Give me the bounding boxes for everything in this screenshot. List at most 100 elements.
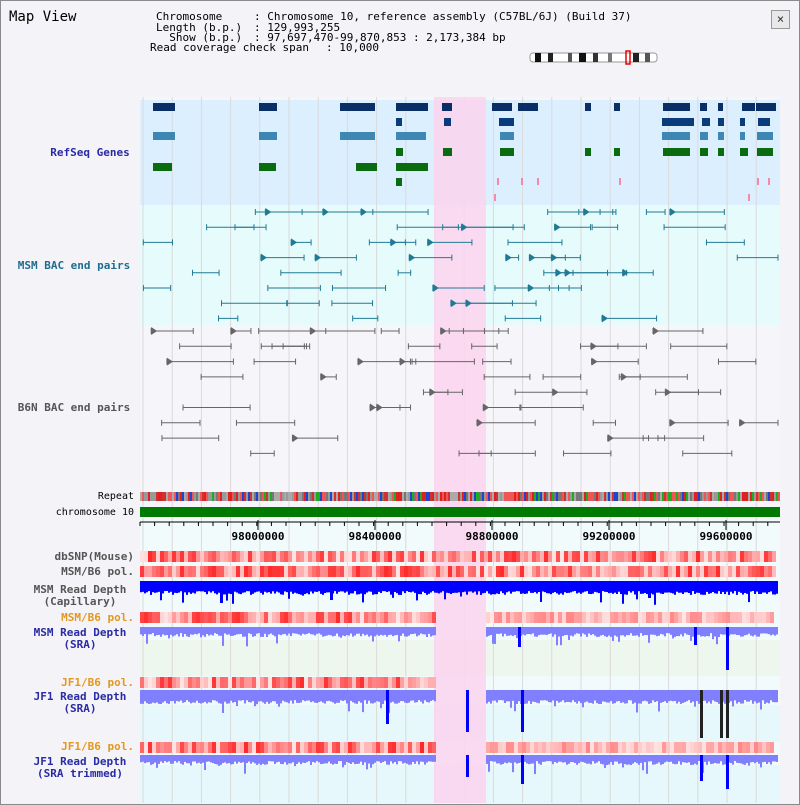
depth-bar <box>584 581 586 592</box>
repeat-bar <box>394 492 396 501</box>
depth-bar <box>248 690 250 703</box>
depth-bar <box>714 690 716 702</box>
gene-feature <box>757 148 773 156</box>
heat-cell <box>208 677 212 688</box>
heat-cell <box>356 551 360 562</box>
depth-bar <box>332 627 334 637</box>
depth-bar <box>548 581 550 594</box>
heat-cell <box>340 566 344 577</box>
gene-feature <box>340 103 375 111</box>
repeat-bar <box>702 492 704 501</box>
depth-bar <box>164 755 166 762</box>
depth-bar <box>324 627 326 637</box>
depth-bar <box>276 690 278 704</box>
heat-cell <box>692 551 696 562</box>
heat-cell <box>588 551 592 562</box>
depth-bar <box>638 581 640 592</box>
heat-cell <box>750 612 754 623</box>
ideogram-band <box>645 53 650 62</box>
depth-bar <box>670 627 672 635</box>
depth-bar <box>228 581 230 594</box>
depth-bar <box>390 690 392 703</box>
repeat-bar <box>142 492 144 501</box>
depth-bar <box>524 627 526 636</box>
depth-bar <box>406 581 408 592</box>
depth-bar <box>350 755 352 765</box>
heat-cell <box>356 566 360 577</box>
depth-bar <box>540 690 542 701</box>
depth-bar <box>270 581 272 594</box>
heat-cell <box>666 742 670 753</box>
heat-cell <box>200 677 204 688</box>
heat-cell <box>608 566 612 577</box>
heat-cell <box>284 566 288 577</box>
depth-bar <box>668 627 670 634</box>
depth-bar <box>380 581 382 593</box>
depth-bar <box>716 581 718 594</box>
depth-bar <box>732 755 734 765</box>
repeat-bar <box>644 492 646 501</box>
repeat-bar <box>486 492 488 501</box>
depth-bar <box>754 627 756 635</box>
heat-cell <box>376 551 380 562</box>
heat-cell <box>324 551 328 562</box>
heat-cell <box>456 566 460 577</box>
repeat-bar <box>554 492 556 501</box>
depth-bar <box>460 581 462 597</box>
gene-arrow <box>740 132 745 140</box>
depth-bar <box>734 627 736 635</box>
depth-bar <box>382 690 384 705</box>
depth-bar <box>628 627 630 636</box>
repeat-bar <box>444 492 446 501</box>
depth-bar <box>218 627 220 636</box>
heat-cell <box>562 612 566 623</box>
depth-bar <box>434 627 436 636</box>
heat-cell <box>428 677 432 688</box>
depth-bar <box>496 690 498 703</box>
depth-bar <box>338 581 340 592</box>
depth-bar <box>586 627 588 637</box>
depth-bar <box>334 690 336 704</box>
gene-arrow <box>153 163 158 171</box>
heat-cell <box>268 551 272 562</box>
depth-bar <box>768 690 770 704</box>
depth-bar <box>770 581 772 592</box>
heat-cell <box>376 677 380 688</box>
depth-bar <box>386 627 388 637</box>
depth-bar <box>730 690 732 702</box>
depth-bar <box>474 581 476 592</box>
heat-cell <box>308 677 312 688</box>
depth-bar <box>402 627 404 634</box>
heat-cell <box>632 566 636 577</box>
repeat-bar <box>398 492 400 501</box>
depth-bar <box>192 755 194 762</box>
repeat-bar <box>708 492 710 501</box>
close-icon[interactable]: × <box>771 10 790 29</box>
depth-bar <box>216 755 218 765</box>
repeat-bar <box>390 492 392 501</box>
depth-bar <box>750 581 752 592</box>
depth-bar <box>588 690 590 703</box>
depth-bar <box>268 755 270 762</box>
heat-cell <box>484 551 488 562</box>
repeat-bar <box>212 492 214 501</box>
depth-bar <box>240 627 242 635</box>
depth-bar <box>548 627 550 635</box>
heat-cell <box>304 742 308 753</box>
depth-bar <box>486 581 488 592</box>
depth-bar <box>618 690 620 702</box>
depth-bar <box>476 581 478 595</box>
depth-bar <box>172 755 174 764</box>
gene-feature <box>259 132 277 140</box>
repeat-bar <box>442 492 444 501</box>
depth-bar <box>202 627 204 636</box>
depth-spike <box>466 690 469 732</box>
repeat-bar <box>140 492 142 501</box>
repeat-bar <box>184 492 186 501</box>
depth-bar <box>658 755 660 763</box>
depth-bar <box>650 627 652 635</box>
depth-bar <box>320 627 322 635</box>
depth-bar <box>172 581 174 595</box>
depth-bar <box>276 755 278 763</box>
